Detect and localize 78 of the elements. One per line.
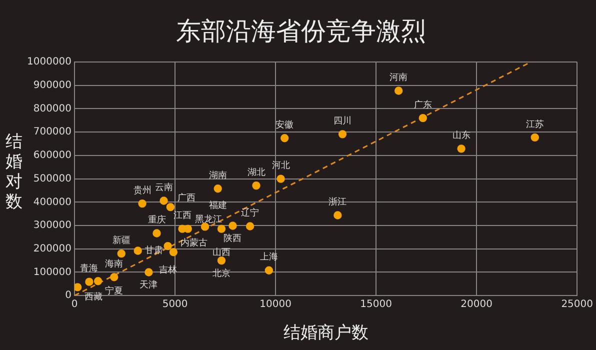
point: [334, 211, 342, 220]
y-tick-label: 600000: [33, 150, 72, 162]
annotation: 山西: [212, 247, 230, 258]
annotation: 福建: [209, 200, 227, 212]
point: [138, 199, 146, 208]
annotation: 青海: [80, 263, 98, 274]
x-tick-label: 25000: [561, 299, 593, 310]
point: [214, 184, 222, 193]
point: [264, 266, 274, 274]
annotation: 云南: [154, 182, 173, 194]
annotation: 广东: [414, 99, 432, 110]
point: [418, 114, 428, 122]
annotation: 河北: [272, 160, 290, 172]
y-tick-label: 800000: [33, 103, 72, 114]
annotation: 内蒙古: [180, 237, 208, 248]
point: [457, 144, 466, 153]
annotation: 天津: [140, 280, 158, 291]
point: [152, 229, 161, 238]
point: [85, 278, 94, 286]
annotation: 四川: [334, 116, 352, 127]
annotation: 河南: [390, 72, 408, 84]
annotation: 江西: [173, 210, 192, 222]
annotation: 新疆: [112, 234, 130, 246]
annotation: 陕西: [224, 233, 242, 244]
chart-title: 东部沿海省份竞争激烈: [176, 16, 426, 46]
point: [144, 268, 153, 276]
annotation: 山东: [452, 130, 470, 142]
point: [276, 174, 285, 183]
point: [94, 277, 102, 286]
annotation: 浙江: [328, 196, 347, 208]
x-tick-label: 5000: [162, 299, 188, 310]
y-tick-label: 100000: [33, 266, 72, 278]
point: [160, 196, 168, 205]
annotation: 西藏: [84, 292, 103, 303]
x-tick-label: 15000: [360, 299, 392, 310]
annotation: 吉林: [158, 264, 177, 276]
point: [217, 224, 226, 233]
point: [166, 202, 175, 212]
annotation: 上海: [260, 252, 278, 263]
point: [246, 222, 254, 230]
annotation: 甘肃: [144, 245, 163, 256]
point: [394, 86, 403, 95]
annotation: 辽宁: [241, 208, 260, 219]
point: [530, 133, 539, 142]
point: [74, 283, 82, 292]
point: [117, 249, 126, 258]
annotation: 安徽: [276, 119, 294, 130]
x-tick-label: 20000: [460, 299, 492, 310]
annotation: 海南: [105, 258, 124, 270]
x-tick-label: 10000: [260, 299, 292, 310]
y-tick-label: 900000: [33, 80, 72, 91]
annotation: 北京: [212, 268, 230, 279]
y-axis-title: 结婚对数: [4, 132, 24, 212]
point: [228, 222, 237, 230]
point: [169, 248, 178, 256]
y-tick-label: 200000: [33, 243, 72, 254]
point: [252, 181, 260, 190]
y-tick-label: 500000: [33, 173, 72, 184]
y-tick-label: 700000: [33, 126, 72, 138]
x-axis-title: 结婚商户数: [283, 323, 368, 344]
point: [134, 246, 142, 255]
annotation: 湖南: [208, 170, 227, 181]
annotation: 宁夏: [105, 285, 124, 296]
y-tick-label: 300000: [33, 220, 72, 232]
point: [338, 130, 347, 138]
y-tick-label: 400000: [33, 196, 72, 208]
point: [164, 242, 172, 250]
annotation: 江苏: [526, 118, 544, 130]
annotation: 重庆: [148, 214, 166, 226]
annotation: 黑龙江: [194, 214, 222, 226]
point: [110, 273, 118, 282]
annotation: 广西: [177, 192, 196, 204]
point: [217, 256, 226, 265]
annotation: 贵州: [133, 184, 152, 196]
y-tick-label: 0: [65, 290, 72, 302]
point: [280, 134, 289, 142]
y-tick-label: 1000000: [26, 56, 72, 68]
annotation: 湖北: [247, 166, 266, 178]
